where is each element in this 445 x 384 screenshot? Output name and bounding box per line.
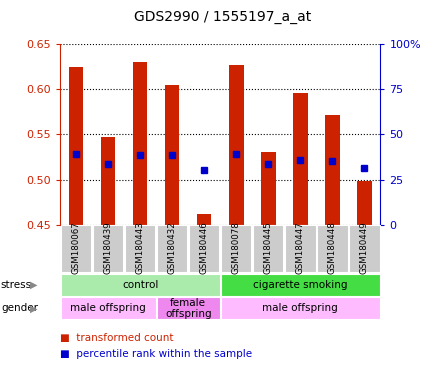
Text: female
offspring: female offspring xyxy=(165,298,211,319)
Text: ■  percentile rank within the sample: ■ percentile rank within the sample xyxy=(60,349,252,359)
Text: GSM180067: GSM180067 xyxy=(72,222,81,274)
Bar xyxy=(293,93,307,225)
Text: ■  transformed count: ■ transformed count xyxy=(60,333,174,343)
Text: cigarette smoking: cigarette smoking xyxy=(253,280,348,290)
Bar xyxy=(197,214,211,225)
Text: GSM180446: GSM180446 xyxy=(200,222,209,274)
Text: GSM180078: GSM180078 xyxy=(232,222,241,274)
Text: ▶: ▶ xyxy=(30,280,38,290)
Bar xyxy=(69,67,83,225)
Text: gender: gender xyxy=(1,303,38,313)
Text: male offspring: male offspring xyxy=(70,303,146,313)
Text: GDS2990 / 1555197_a_at: GDS2990 / 1555197_a_at xyxy=(134,10,311,23)
Bar xyxy=(261,152,275,225)
Text: GSM180449: GSM180449 xyxy=(360,222,369,274)
Bar xyxy=(165,85,179,225)
Text: GSM180445: GSM180445 xyxy=(264,222,273,274)
Bar xyxy=(133,62,147,225)
Text: ▶: ▶ xyxy=(30,303,38,313)
Text: GSM180432: GSM180432 xyxy=(168,222,177,274)
Text: GSM180443: GSM180443 xyxy=(136,222,145,274)
Text: male offspring: male offspring xyxy=(263,303,338,313)
Text: GSM180448: GSM180448 xyxy=(328,222,337,274)
Text: control: control xyxy=(122,280,158,290)
Text: GSM180439: GSM180439 xyxy=(104,222,113,274)
Bar xyxy=(357,181,372,225)
Bar xyxy=(229,65,243,225)
Bar xyxy=(101,137,115,225)
Bar xyxy=(325,114,340,225)
Text: stress: stress xyxy=(1,280,32,290)
Text: GSM180447: GSM180447 xyxy=(296,222,305,274)
